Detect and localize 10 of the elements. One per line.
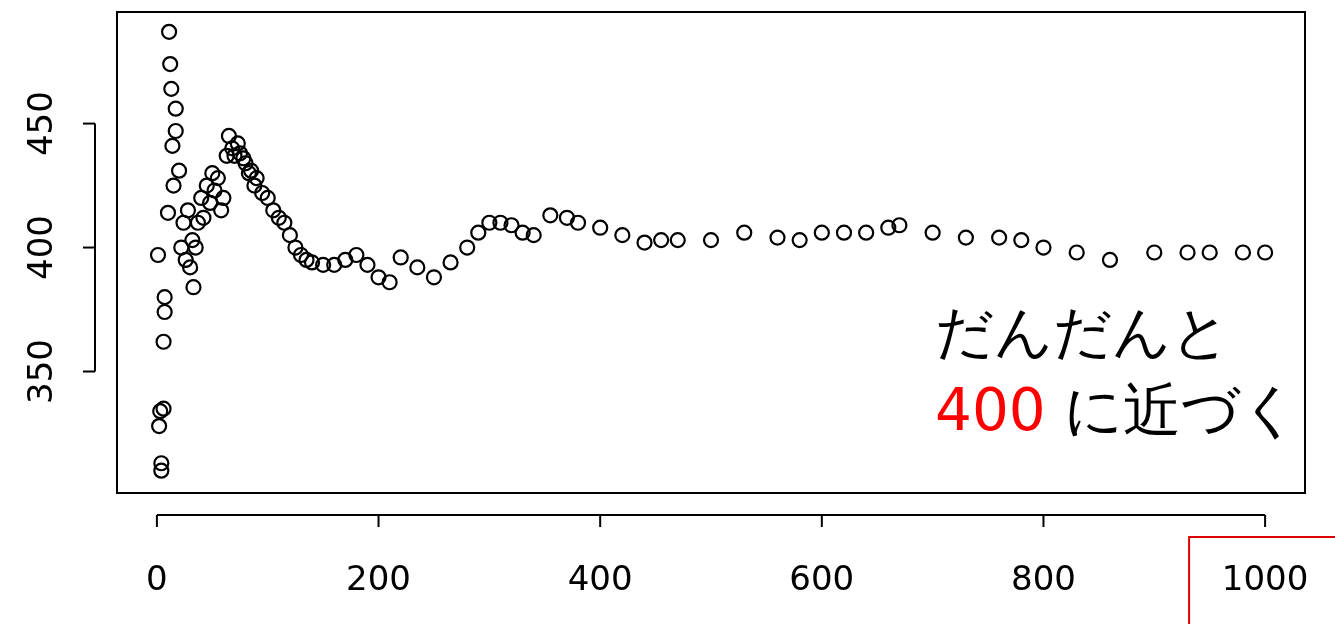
x-tick-label: 400	[567, 558, 633, 598]
y-tick-label: 400	[20, 215, 60, 280]
x-tick-label: 1000	[1221, 558, 1309, 598]
x-tick-label: 600	[789, 558, 855, 598]
y-tick-label: 450	[20, 91, 60, 157]
x-tick-label: 200	[346, 558, 411, 598]
y-tick-label: 350	[20, 339, 60, 404]
x-tick-label: 800	[1011, 558, 1076, 598]
x-tick-label: 0	[146, 558, 168, 598]
annotation: だんだんと 400 に近づく	[935, 298, 1300, 444]
